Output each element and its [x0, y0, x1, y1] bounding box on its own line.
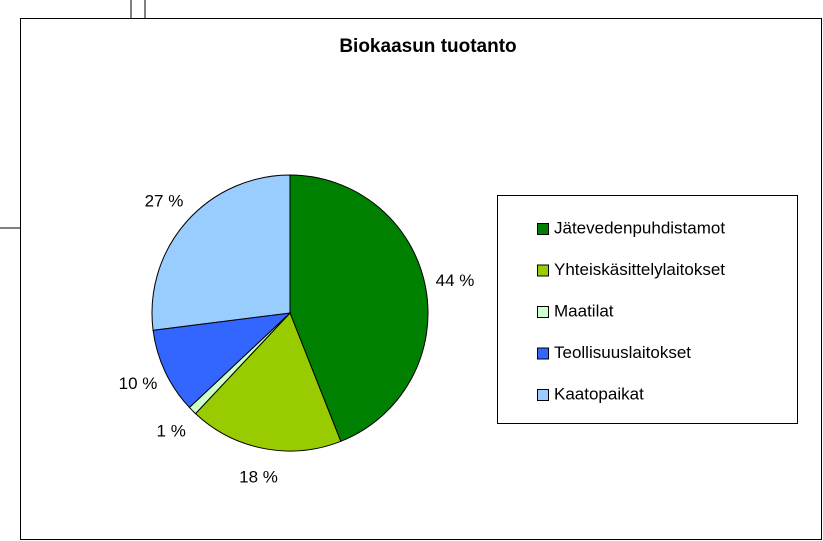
legend-label: Kaatopaikat — [554, 384, 644, 403]
data-label: 10 % — [119, 374, 158, 393]
data-label: 18 % — [239, 468, 278, 487]
pie-slice — [152, 312, 292, 409]
legend-label: Maatilat — [554, 301, 614, 320]
legend-label: Yhteiskäsittelylaitokset — [554, 260, 725, 279]
pie-slice — [289, 174, 429, 442]
legend-swatch — [537, 347, 549, 360]
legend-label: Jätevedenpuhdistamot — [554, 218, 725, 237]
pie-slice — [151, 174, 291, 331]
pie-slice — [194, 312, 342, 452]
legend-swatch — [537, 223, 549, 235]
legend-swatch — [537, 264, 549, 277]
legend-label: Teollisuuslaitokset — [554, 343, 691, 362]
legend-swatch — [537, 306, 549, 318]
chart-title: Biokaasun tuotanto — [339, 36, 516, 57]
data-label: 44 % — [436, 271, 475, 290]
data-label: 27 % — [145, 191, 184, 210]
data-label: 1 % — [157, 421, 186, 440]
legend-swatch — [537, 389, 549, 401]
